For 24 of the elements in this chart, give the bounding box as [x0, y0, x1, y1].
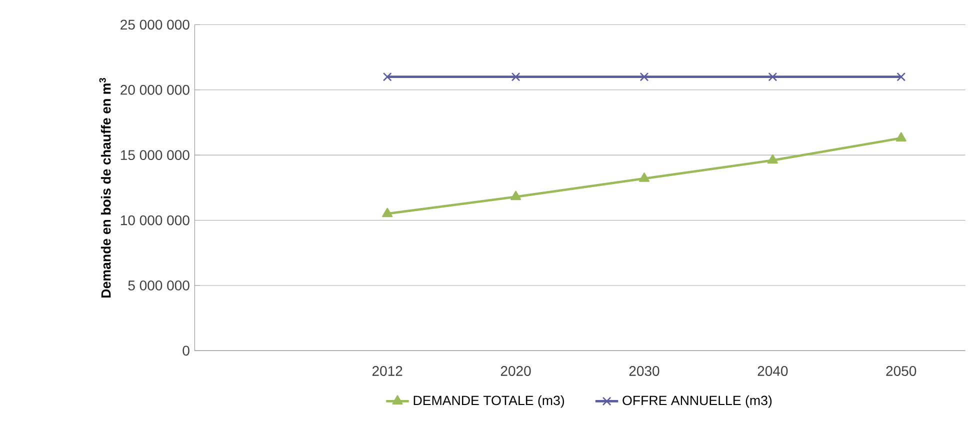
point [511, 72, 520, 82]
x-tick-label: 2050 [886, 366, 916, 376]
x-tick-label: 2012 [372, 366, 402, 376]
y-tick-label: 15 000 000 [120, 150, 190, 160]
y-tick-label: 0 [182, 346, 190, 356]
point [768, 72, 778, 82]
y-tick-label: 20 000 000 [120, 84, 190, 95]
x-tick-label: 2030 [629, 366, 660, 376]
y-axis-title: Demande en bois de chauffe en m$^{3}$ [99, 78, 111, 298]
point [767, 154, 778, 164]
point [640, 72, 649, 82]
point [638, 172, 650, 182]
point [896, 132, 906, 142]
legend-label: DEMANDE TOTALE (m3) [414, 395, 564, 408]
y-tick-label: 5 000 000 [128, 280, 190, 290]
x-tick-label: 2040 [758, 366, 788, 376]
y-tick-label: 25 000 000 [120, 20, 190, 30]
point [382, 208, 393, 218]
point [382, 72, 392, 82]
legend-label: OFFRE ANNUELLE (m3) [622, 395, 772, 408]
point [896, 72, 906, 82]
x-tick-label: 2020 [500, 366, 531, 376]
y-tick-label: 10 000 000 [120, 215, 190, 226]
point [510, 190, 522, 200]
